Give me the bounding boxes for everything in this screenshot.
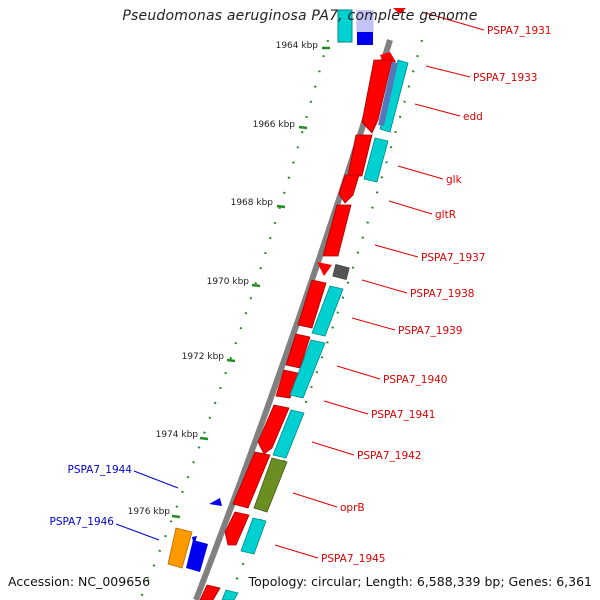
- cds-arrow: [297, 279, 327, 329]
- minus-strand-track: [167, 498, 222, 572]
- gene-label[interactable]: PSPA7_1940: [383, 374, 448, 386]
- cds-arrow: [322, 204, 352, 257]
- gene-label[interactable]: PSPA7_1939: [398, 325, 463, 337]
- steel-feature: [378, 62, 398, 126]
- minus-gene-labels: PSPA7_1944 PSPA7_1946: [50, 464, 133, 528]
- minus-gene-arrow: [192, 536, 197, 546]
- tick-label: 1964 kbp: [276, 41, 319, 51]
- gene-label[interactable]: PSPA7_1937: [421, 252, 486, 264]
- tick-marks: [171, 46, 330, 519]
- feature-block: [289, 339, 326, 399]
- minus-gene-arrow: [209, 498, 222, 506]
- minus-leader-lines: [115, 470, 179, 541]
- tick-label: 1972 kbp: [182, 352, 225, 362]
- grey-feature: [332, 264, 350, 280]
- feature-track: [221, 59, 409, 600]
- feature-block: [272, 409, 305, 459]
- orange-feature: [167, 527, 193, 569]
- cds-arrow: [275, 369, 299, 399]
- top-partial-features: [337, 8, 406, 45]
- cds-arrow: [199, 584, 221, 600]
- light-feature: [356, 10, 374, 32]
- gene-label[interactable]: PSPA7_1942: [357, 450, 422, 462]
- accession-text: Accession: NC_009656: [8, 574, 151, 589]
- feature-block: [240, 517, 267, 555]
- genome-title: Pseudomonas aeruginosa PA7, complete gen…: [122, 8, 478, 24]
- cds-arrow: [361, 59, 393, 134]
- cds-arrow: [257, 404, 290, 455]
- tick-label: 1966 kbp: [253, 120, 296, 130]
- cds-arrow: [317, 262, 332, 276]
- gene-label[interactable]: PSPA7_1938: [410, 288, 475, 300]
- cds-track: [199, 52, 396, 600]
- gene-label[interactable]: PSPA7_1944: [68, 464, 133, 476]
- tick-label: 1976 kbp: [128, 507, 171, 517]
- tick-label: 1968 kbp: [231, 198, 274, 208]
- plus-gene-labels: PSPA7_1931 PSPA7_1933 edd glk gltR PSPA7…: [321, 25, 552, 565]
- gene-label[interactable]: PSPA7_1945: [321, 553, 386, 565]
- genome-summary-text: Topology: circular; Length: 6,588,339 bp…: [248, 574, 592, 589]
- feature-block: [221, 589, 239, 600]
- gene-label[interactable]: oprB: [340, 502, 365, 514]
- tick-labels: 1964 kbp 1966 kbp 1968 kbp 1970 kbp 1972…: [128, 41, 319, 517]
- cds-arrow: [338, 174, 360, 204]
- gene-label[interactable]: edd: [463, 111, 483, 123]
- tick-label: 1970 kbp: [207, 277, 250, 287]
- plus-leader-lines: [274, 11, 485, 559]
- cds-arrow: [347, 134, 373, 177]
- blue-feature: [186, 540, 208, 572]
- gene-label[interactable]: gltR: [435, 209, 456, 221]
- gene-label[interactable]: PSPA7_1933: [473, 72, 538, 84]
- feature-block: [363, 137, 389, 183]
- cyan-feature: [337, 9, 353, 43]
- gene-label[interactable]: PSPA7_1931: [487, 25, 552, 37]
- feature-block: [311, 285, 344, 337]
- gene-label[interactable]: PSPA7_1941: [371, 409, 436, 421]
- red-cds-arrow: [393, 8, 406, 14]
- cds-arrow: [232, 451, 271, 509]
- gene-label[interactable]: PSPA7_1946: [50, 516, 115, 528]
- gene-label[interactable]: glk: [446, 174, 463, 186]
- tick-label: 1974 kbp: [156, 430, 199, 440]
- cds-arrow: [224, 511, 250, 546]
- olive-feature: [253, 457, 288, 513]
